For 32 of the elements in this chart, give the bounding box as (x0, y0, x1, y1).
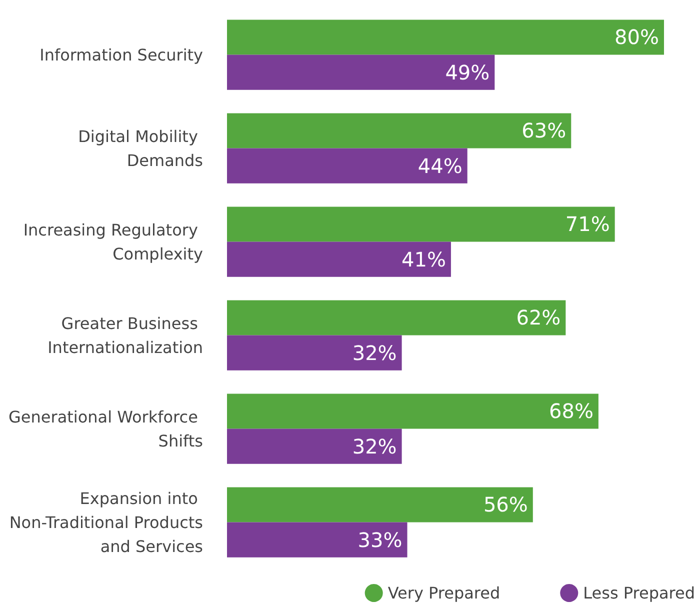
y-tick-label: Greater Business Internationalization (48, 314, 203, 357)
data-label: 80% (614, 25, 659, 50)
bar (227, 394, 598, 429)
bar (227, 300, 566, 336)
y-tick-label: Increasing Regulatory Complexity (23, 220, 203, 264)
y-tick-label: Expansion into Non-Traditional Products and Services (9, 488, 203, 556)
bar (227, 206, 615, 242)
data-label: 33% (358, 528, 402, 552)
bar (227, 487, 533, 522)
data-label: 44% (418, 154, 462, 178)
bar (227, 242, 451, 277)
bar (227, 113, 572, 148)
data-label: 68% (548, 399, 594, 424)
bar (227, 148, 468, 184)
bar (227, 522, 408, 558)
bar (227, 54, 495, 90)
legend-label: Less Prepared (583, 584, 695, 602)
bar (227, 20, 664, 55)
data-label: 71% (565, 212, 610, 236)
data-label: 32% (352, 434, 397, 458)
legend-label: Very Prepared (388, 584, 500, 602)
data-label: 63% (522, 118, 566, 143)
y-tick-label: Digital Mobility Demands (78, 126, 203, 170)
data-label: 41% (402, 247, 446, 272)
data-label: 56% (483, 492, 528, 517)
y-tick-label: Information Security (40, 45, 203, 64)
bar (227, 428, 402, 464)
bar (227, 335, 402, 370)
data-label: 62% (516, 306, 561, 330)
data-label: 49% (445, 60, 490, 84)
data-label: 32% (352, 340, 397, 365)
y-tick-label: Generational Workforce Shifts (8, 407, 203, 450)
